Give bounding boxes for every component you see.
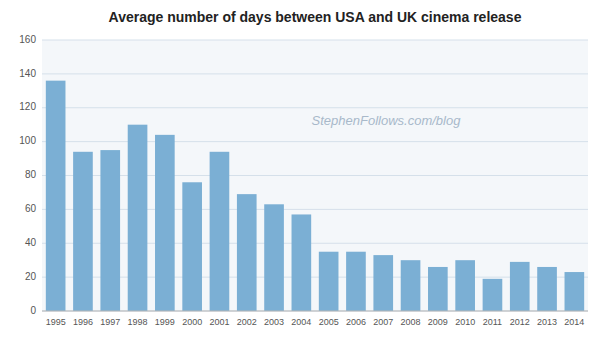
bar	[428, 267, 448, 311]
grid-line	[42, 311, 588, 312]
x-tick-label: 2004	[291, 317, 311, 327]
bar	[537, 267, 557, 311]
grid-line	[42, 277, 588, 278]
bar	[210, 152, 230, 311]
x-tick-label: 2010	[455, 317, 475, 327]
bar	[100, 150, 120, 311]
x-tick-label: 2007	[373, 317, 393, 327]
grid-line	[42, 73, 588, 74]
x-axis-line	[42, 311, 588, 312]
x-tick-label: 2000	[182, 317, 202, 327]
bar	[155, 135, 175, 311]
y-tick-label: 60	[25, 203, 37, 214]
y-tick-label: 140	[19, 68, 36, 79]
bar	[565, 272, 585, 311]
bar	[401, 260, 421, 311]
bar	[264, 204, 284, 311]
grid-line	[42, 107, 588, 108]
x-tick-label: 2012	[510, 317, 530, 327]
chart-container: 0 20 40 60 80 100 120 140 160 1995 1996 1997 1998 199…	[0, 0, 600, 339]
grid-line	[42, 209, 588, 210]
y-tick-label: 80	[25, 169, 37, 180]
bar	[128, 125, 148, 311]
bar	[319, 252, 339, 311]
y-tick-label: 20	[25, 271, 37, 282]
y-tick-label: 0	[30, 305, 36, 316]
bar	[292, 214, 312, 311]
x-tick-label: 1999	[155, 317, 175, 327]
x-tick-label: 1998	[128, 317, 148, 327]
x-tick-label: 1996	[73, 317, 93, 327]
x-tick-label: 2014	[564, 317, 584, 327]
x-tick-label: 1997	[100, 317, 120, 327]
bar	[237, 194, 257, 311]
bar	[73, 152, 93, 311]
plot-background	[42, 40, 588, 311]
bar	[510, 262, 530, 311]
x-tick-label: 2002	[237, 317, 257, 327]
grid-line	[42, 243, 588, 244]
x-tick-label: 2001	[209, 317, 229, 327]
x-tick-label: 1995	[46, 317, 66, 327]
x-tick-label: 2005	[319, 317, 339, 327]
grid-line	[42, 175, 588, 176]
x-tick-label: 2008	[401, 317, 421, 327]
bar	[346, 252, 366, 311]
grid-line	[42, 141, 588, 142]
chart-svg: 0 20 40 60 80 100 120 140 160 1995 1996 1997 1998 199…	[0, 0, 600, 339]
bar	[483, 279, 503, 311]
bars	[46, 81, 584, 311]
y-tick-label: 40	[25, 237, 37, 248]
bar	[182, 182, 202, 311]
x-tick-label: 2009	[428, 317, 448, 327]
grid	[42, 40, 588, 311]
bar	[373, 255, 393, 311]
x-tick-label: 2006	[346, 317, 366, 327]
watermark: StephenFollows.com/blog	[312, 113, 462, 128]
y-tick-label: 160	[19, 34, 36, 45]
x-tick-label: 2011	[483, 317, 502, 327]
y-tick-label: 120	[19, 101, 36, 112]
bar	[455, 260, 475, 311]
x-tick-label: 2003	[264, 317, 284, 327]
bar	[46, 81, 66, 311]
y-tick-label: 100	[19, 135, 36, 146]
grid-line	[42, 40, 588, 41]
chart-title: Average number of days between USA and U…	[109, 9, 522, 25]
x-tick-label: 2013	[537, 317, 557, 327]
